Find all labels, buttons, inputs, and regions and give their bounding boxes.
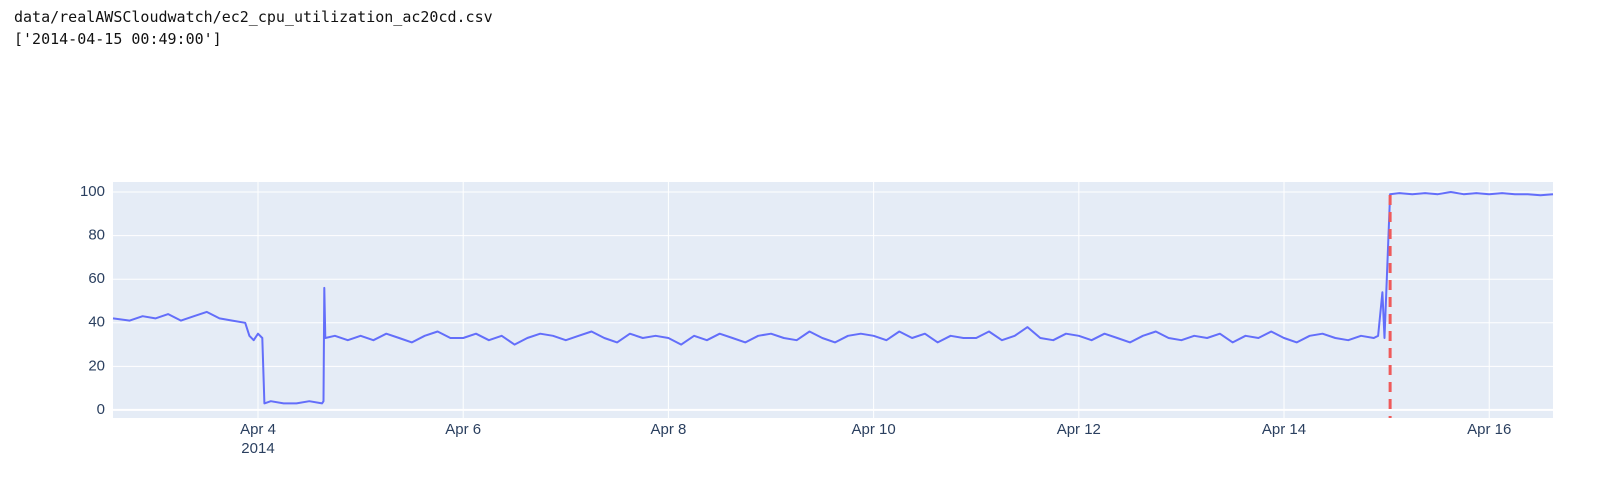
x-tick-label: Apr 16 — [1467, 421, 1511, 438]
y-tick-label: 60 — [88, 270, 105, 287]
y-tick-label: 0 — [97, 401, 105, 418]
file-name: data/realAWSCloudwatch/ec2_cpu_utilizati… — [14, 8, 493, 26]
y-tick-label: 100 — [80, 183, 105, 200]
anomaly-list: ['2014-04-15 00:49:00'] — [14, 30, 222, 48]
x-tick-label: Apr 8 — [650, 421, 686, 438]
x-tick-label: Apr 6 — [445, 421, 481, 438]
series-line — [112, 191, 1554, 405]
y-tick-label: 40 — [88, 314, 105, 331]
x-tick-label: Apr 14 — [1262, 421, 1306, 438]
y-tick-label: 20 — [88, 357, 105, 374]
y-tick-label: 80 — [88, 227, 105, 244]
x-tick-label: Apr 10 — [852, 421, 896, 438]
x-year-label: 2014 — [241, 440, 274, 457]
plot-background — [113, 182, 1553, 418]
x-tick-label: Apr 4 — [240, 421, 276, 438]
x-tick-label: Apr 12 — [1057, 421, 1101, 438]
